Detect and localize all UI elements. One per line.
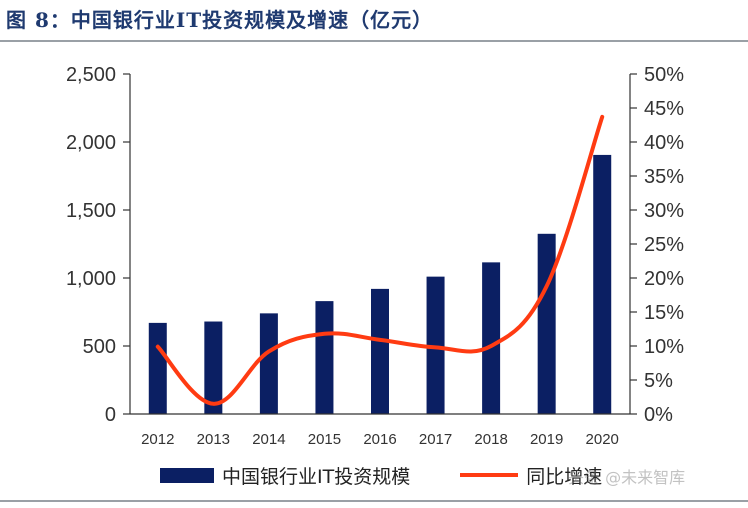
bar-2019 [537, 233, 556, 414]
right-tick-label: 30% [644, 200, 684, 222]
x-tick-label: 2019 [530, 431, 563, 448]
x-tick-label: 2015 [308, 431, 341, 448]
line-series [155, 114, 605, 406]
legend: 中国银行业IT投资规模 同比增速 [160, 460, 602, 490]
left-tick-label: 1,500 [66, 200, 116, 222]
growth-point-2014 [267, 349, 271, 353]
right-tick-label: 25% [644, 234, 684, 256]
right-tick-label: 35% [644, 166, 684, 188]
right-tick-label: 20% [644, 268, 684, 290]
bar-2020 [593, 154, 612, 415]
bar-2015 [315, 301, 334, 414]
right-tick-label: 15% [644, 302, 684, 324]
bar-2017 [426, 276, 445, 414]
right-tick-label: 0% [644, 404, 673, 426]
right-tick-label: 40% [644, 132, 684, 154]
bar-2012 [148, 322, 167, 414]
legend-bar-label: 中国银行业IT投资规模 [222, 465, 411, 488]
growth-point-2020 [600, 115, 604, 119]
x-axis-ticks: 2012 2013 2014 2015 2016 2017 2018 2019 2020 [141, 431, 619, 448]
x-tick-label: 2012 [141, 431, 174, 448]
left-axis-ticks: 0 500 1,000 1,500 2,000 2,500 [66, 64, 130, 426]
bar-2013 [204, 321, 223, 414]
right-axis-ticks: 0% 5% 10% 15% 20% 25% 30% 35% 40% 45% 50% [630, 64, 684, 426]
bottom-divider [0, 500, 748, 502]
legend-bar-swatch [160, 467, 214, 483]
left-tick-label: 1,000 [66, 268, 116, 290]
growth-point-2013 [211, 402, 215, 406]
right-tick-label: 45% [644, 98, 684, 120]
legend-line-swatch [460, 473, 519, 477]
right-tick-label: 5% [644, 370, 673, 392]
right-tick-label: 50% [644, 64, 684, 86]
axes [129, 74, 631, 415]
growth-point-2019 [545, 284, 549, 288]
x-tick-label: 2013 [197, 431, 230, 448]
growth-point-2016 [378, 338, 382, 342]
x-tick-label: 2014 [252, 431, 285, 448]
growth-point-2012 [156, 345, 160, 349]
bar-2018 [482, 262, 501, 414]
growth-point-2017 [434, 345, 438, 349]
left-tick-label: 0 [105, 404, 116, 426]
left-tick-label: 500 [83, 336, 116, 358]
x-tick-label: 2018 [474, 431, 507, 448]
bar-2014 [259, 313, 278, 414]
growth-point-2018 [489, 344, 493, 348]
legend-line-label: 同比增速 [526, 465, 603, 488]
bar-2016 [371, 288, 389, 414]
watermark: 头条 @未来智库 [568, 468, 686, 487]
left-tick-label: 2,000 [66, 132, 116, 154]
x-tick-label: 2020 [586, 431, 619, 448]
bar-series [148, 154, 612, 415]
growth-point-2015 [322, 332, 326, 336]
x-tick-label: 2016 [363, 431, 396, 448]
x-tick-label: 2017 [419, 431, 452, 448]
chart-title: 图 8：中国银行业IT投资规模及增速（亿元） [6, 8, 434, 32]
combo-chart: 0 500 1,000 1,500 2,000 2,500 0% 5% 10% 15% 20% 25… [66, 64, 684, 448]
title-bar: 图 8：中国银行业IT投资规模及增速（亿元） [0, 0, 748, 42]
left-tick-label: 2,500 [66, 64, 116, 86]
right-tick-label: 10% [644, 336, 684, 358]
